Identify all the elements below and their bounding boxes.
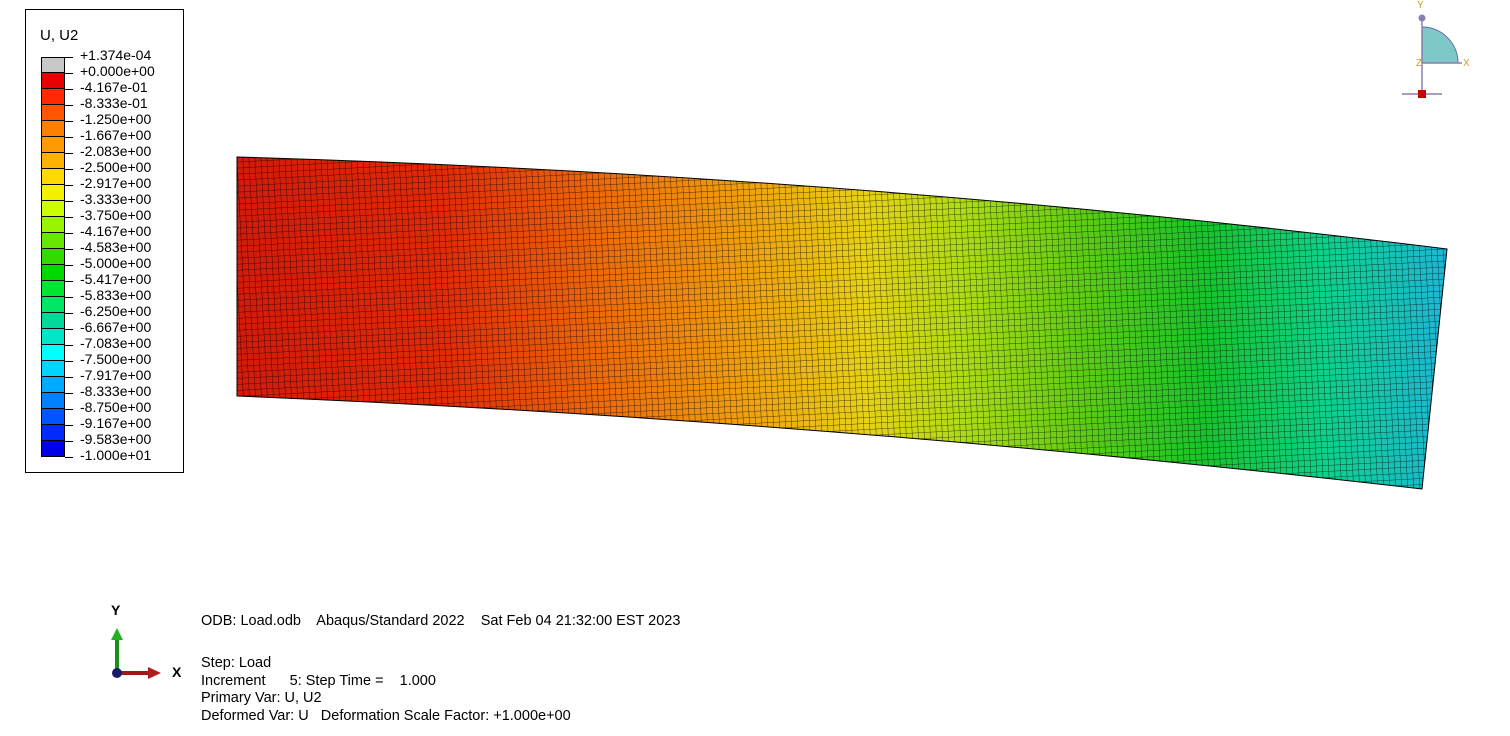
legend-label: -5.417e+00 xyxy=(80,271,152,287)
legend-color-bar xyxy=(41,57,65,457)
legend-label: -8.333e+00 xyxy=(80,383,152,399)
triad-y-label: Y xyxy=(111,602,121,618)
legend-label: -3.333e+00 xyxy=(80,191,152,207)
legend-tick xyxy=(65,249,73,250)
legend-label: +0.000e+00 xyxy=(80,63,155,79)
legend-label: +1.374e-04 xyxy=(80,47,152,63)
legend-tick xyxy=(65,457,73,458)
view-triad-z-label: Z xyxy=(1416,58,1423,69)
legend-label: -7.083e+00 xyxy=(80,335,152,351)
legend-tick xyxy=(65,393,73,394)
legend-label: -2.917e+00 xyxy=(80,175,152,191)
legend-title: U, U2 xyxy=(40,27,79,44)
legend-swatch xyxy=(41,313,65,329)
legend-swatch xyxy=(41,153,65,169)
increment-info-line: Increment 5: Step Time = 1.000 xyxy=(201,673,436,689)
y-axis-arrow-icon xyxy=(111,628,123,640)
view-triad-y-label: Y xyxy=(1417,0,1424,11)
legend-swatch xyxy=(41,441,65,457)
legend-label: -7.917e+00 xyxy=(80,367,152,383)
legend-swatch xyxy=(41,265,65,281)
legend-tick xyxy=(65,345,73,346)
legend-label: -5.833e+00 xyxy=(80,287,152,303)
legend-label: -8.750e+00 xyxy=(80,399,152,415)
legend-tick xyxy=(65,201,73,202)
legend-tick xyxy=(65,425,73,426)
legend-tick xyxy=(65,265,73,266)
legend-tick xyxy=(65,153,73,154)
legend-tick xyxy=(65,105,73,106)
legend-tick xyxy=(65,361,73,362)
global-axis-triad xyxy=(111,628,161,679)
legend-tick xyxy=(65,89,73,90)
legend-tick xyxy=(65,313,73,314)
primary-var-info-line: Primary Var: U, U2 xyxy=(201,690,322,706)
legend-swatch xyxy=(41,137,65,153)
legend-label: -2.500e+00 xyxy=(80,159,152,175)
legend-swatch xyxy=(41,249,65,265)
legend-label: -6.250e+00 xyxy=(80,303,152,319)
legend-label: -6.667e+00 xyxy=(80,319,152,335)
legend-swatch xyxy=(41,409,65,425)
legend-tick xyxy=(65,73,73,74)
legend-label: -3.750e+00 xyxy=(80,207,152,223)
legend-label: -9.583e+00 xyxy=(80,431,152,447)
step-info-line: Step: Load xyxy=(201,655,272,671)
legend-swatch xyxy=(41,121,65,137)
legend-swatch xyxy=(41,361,65,377)
legend-label: -4.583e+00 xyxy=(80,239,152,255)
legend-swatch xyxy=(41,425,65,441)
view-orientation-triad[interactable] xyxy=(1400,0,1480,110)
odb-info-line: ODB: Load.odb Abaqus/Standard 2022 Sat F… xyxy=(201,613,681,629)
legend-tick xyxy=(65,409,73,410)
legend-tick xyxy=(65,185,73,186)
legend-label: -5.000e+00 xyxy=(80,255,152,271)
legend-tick xyxy=(65,233,73,234)
legend-tick xyxy=(65,57,73,58)
deformed-var-info-line: Deformed Var: U Deformation Scale Factor… xyxy=(201,708,571,724)
legend-label: -7.500e+00 xyxy=(80,351,152,367)
legend-label: -4.167e+00 xyxy=(80,223,152,239)
legend-label: -9.167e+00 xyxy=(80,415,152,431)
legend-labels: +1.374e-04 +0.000e+00 -4.167e-01 -8.333e-01… xyxy=(80,47,155,463)
legend-swatch xyxy=(41,377,65,393)
legend-swatch xyxy=(41,185,65,201)
z-axis-node-icon xyxy=(1418,90,1426,98)
legend-tick xyxy=(65,441,73,442)
legend-swatch xyxy=(41,217,65,233)
legend-tick xyxy=(65,137,73,138)
legend-swatch xyxy=(41,393,65,409)
legend-tick xyxy=(65,121,73,122)
legend-tick xyxy=(65,217,73,218)
legend-swatch xyxy=(41,57,65,73)
legend-tick xyxy=(65,297,73,298)
legend-swatch xyxy=(41,329,65,345)
legend-swatch xyxy=(41,281,65,297)
legend-label: -1.250e+00 xyxy=(80,111,152,127)
legend-tick xyxy=(65,329,73,330)
legend-tick xyxy=(65,377,73,378)
view-triad-x-label: X xyxy=(1463,58,1470,69)
legend-label: -8.333e-01 xyxy=(80,95,148,111)
legend-swatch xyxy=(41,73,65,89)
x-axis-arrow-icon xyxy=(148,667,161,679)
legend-tick xyxy=(65,281,73,282)
legend-label: -2.083e+00 xyxy=(80,143,152,159)
origin-icon xyxy=(112,668,122,678)
legend-swatch xyxy=(41,105,65,121)
triad-x-label: X xyxy=(172,664,182,680)
legend-swatch xyxy=(41,233,65,249)
y-axis-node-icon xyxy=(1418,14,1426,22)
legend-label: -4.167e-01 xyxy=(80,79,148,95)
legend-swatch xyxy=(41,201,65,217)
legend-swatch xyxy=(41,345,65,361)
legend-swatch xyxy=(41,169,65,185)
legend-label: -1.667e+00 xyxy=(80,127,152,143)
legend-swatch xyxy=(41,89,65,105)
legend-tick xyxy=(65,169,73,170)
legend-label: -1.000e+01 xyxy=(80,447,152,463)
legend-swatch xyxy=(41,297,65,313)
